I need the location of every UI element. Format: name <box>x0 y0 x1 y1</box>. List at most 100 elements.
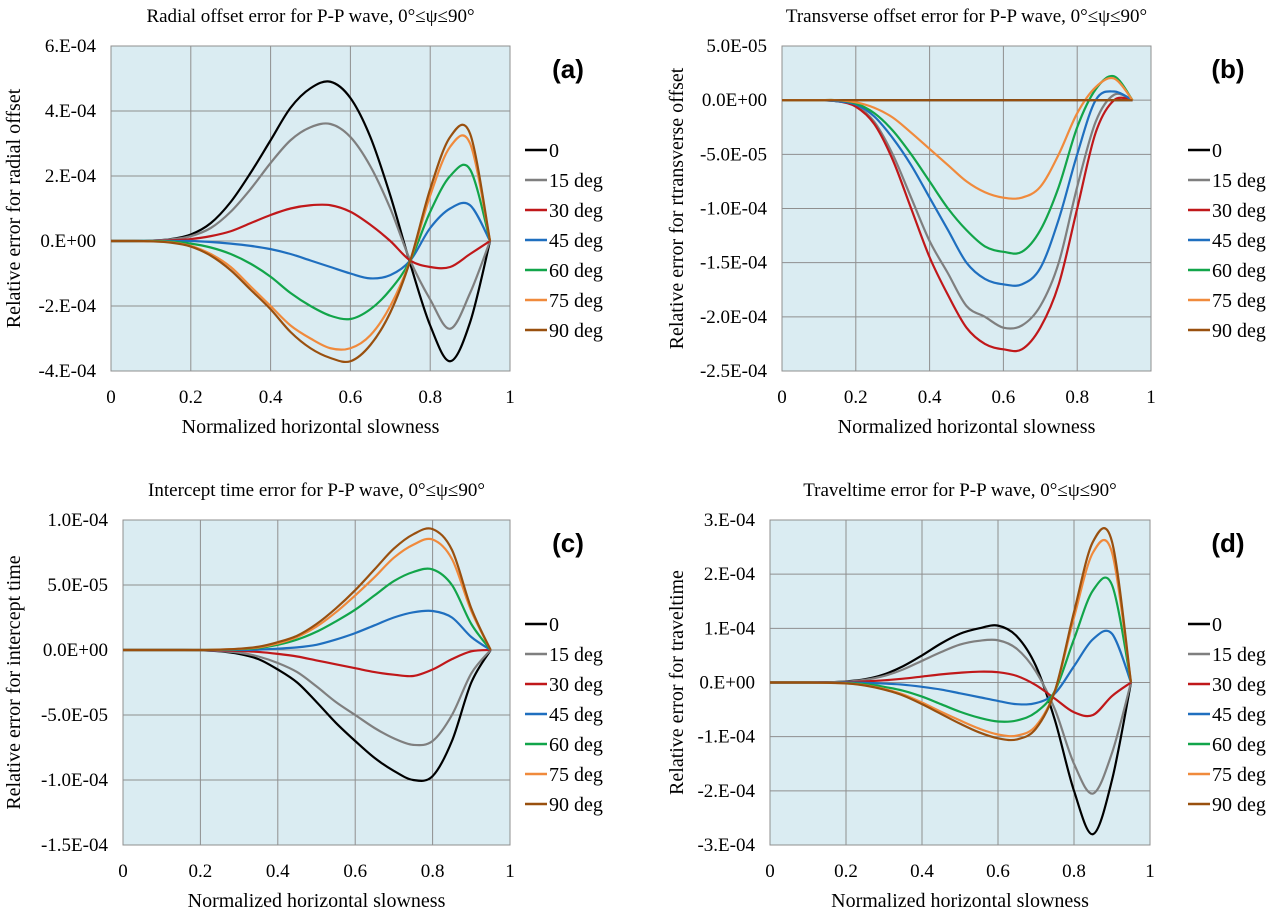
x-tick-label: 0.6 <box>339 387 363 408</box>
x-tick-label: 0.8 <box>421 861 445 882</box>
x-axis-label: Normalized horizontal slowness <box>838 416 1096 438</box>
legend-label: 0 <box>549 140 559 162</box>
plot-area <box>111 46 510 371</box>
y-tick-label: -1.0E-04 <box>41 770 109 791</box>
y-tick-label: 1.E-04 <box>704 618 756 639</box>
chart-panel-2: 0 0.2 0.4 0.6 0.8 1 -1.5E-04 -1.0E-04 -5.0E-05 0.… <box>3 480 603 912</box>
chart-panel-1: 0 0.2 0.4 0.6 0.8 1 -2.5E-04 -2.0E-04 -1.5E-04 -1… <box>666 6 1266 438</box>
y-tick-label: -1.0E-04 <box>700 199 768 220</box>
chart-title: Intercept time error for P-P wave, 0°≤ψ≤… <box>148 480 485 501</box>
chart-panel-0: 0 0.2 0.4 0.6 0.8 1 -4.E-04 -2.E-04 0.E+00 2.E-04… <box>3 6 603 438</box>
y-tick-label: 0.0E+00 <box>702 90 767 111</box>
plot-frame <box>781 45 1152 372</box>
y-tick-label: 5.0E-05 <box>706 36 767 57</box>
x-tick-label: 0.8 <box>418 387 442 408</box>
legend-label: 90 deg <box>549 320 603 342</box>
y-axis-label: Relative error for rtransverse offset <box>666 67 688 349</box>
y-tick-label: 2.E-04 <box>45 166 97 187</box>
legend-label: 30 deg <box>1212 674 1266 696</box>
y-tick-label: -1.5E-04 <box>700 253 768 274</box>
legend-label: 60 deg <box>1212 260 1266 282</box>
legend-label: 45 deg <box>1212 230 1266 252</box>
legend-label: 60 deg <box>549 734 603 756</box>
y-axis-label: Relative error for traveltime <box>666 570 688 795</box>
y-tick-label: 5.0E-05 <box>47 575 108 596</box>
legend-label: 15 deg <box>1212 170 1266 192</box>
y-tick-label: -3.E-04 <box>697 835 755 856</box>
y-tick-label: -4.E-04 <box>38 361 96 382</box>
x-tick-label: 1 <box>505 387 515 408</box>
y-tick-label: -2.5E-04 <box>700 361 768 382</box>
x-tick-label: 0.4 <box>910 861 934 882</box>
legend-label: 0 <box>1212 614 1222 636</box>
legend-label: 75 deg <box>1212 764 1266 786</box>
legend-label: 75 deg <box>549 290 603 312</box>
x-tick-label: 0.2 <box>834 861 858 882</box>
series-line-6 <box>122 527 492 652</box>
y-axis-label: Relative error for intercept time <box>3 555 25 809</box>
y-tick-label: 3.E-04 <box>704 510 756 531</box>
y-tick-label: 0.0E+00 <box>43 640 108 661</box>
plot-frame <box>122 519 511 846</box>
y-tick-label: 4.E-04 <box>45 101 97 122</box>
series-line-6 <box>110 123 492 364</box>
series-line-6 <box>770 527 1133 742</box>
panel-label: (d) <box>1211 528 1244 558</box>
legend-label: 45 deg <box>549 704 603 726</box>
y-tick-label: -2.0E-04 <box>700 307 768 328</box>
legend-label: 75 deg <box>549 764 603 786</box>
x-axis-label: Normalized horizontal slowness <box>831 890 1089 912</box>
legend-label: 0 <box>549 614 559 636</box>
x-tick-label: 0.6 <box>992 387 1016 408</box>
legend-label: 90 deg <box>549 794 603 816</box>
chart-title: Traveltime error for P-P wave, 0°≤ψ≤90° <box>803 480 1117 501</box>
x-tick-label: 0.2 <box>844 387 868 408</box>
panel-label: (b) <box>1211 54 1244 84</box>
x-tick-label: 0.6 <box>986 861 1010 882</box>
y-tick-label: -1.E-04 <box>697 727 755 748</box>
x-tick-label: 0.2 <box>179 387 203 408</box>
x-axis-label: Normalized horizontal slowness <box>188 890 446 912</box>
x-tick-label: 0.8 <box>1062 861 1086 882</box>
legend-label: 30 deg <box>549 674 603 696</box>
chart-title: Radial offset error for P-P wave, 0°≤ψ≤9… <box>146 6 474 27</box>
y-tick-label: 1.0E-04 <box>47 510 108 531</box>
legend-label: 30 deg <box>549 200 603 222</box>
plot-area <box>123 520 510 845</box>
y-tick-label: 0.E+00 <box>40 231 96 252</box>
legend-label: 15 deg <box>549 170 603 192</box>
legend-label: 60 deg <box>1212 734 1266 756</box>
chart-panel-3: 0 0.2 0.4 0.6 0.8 1 -3.E-04 -2.E-04 -1.E-04 0.E+0… <box>666 480 1266 912</box>
y-tick-label: -1.5E-04 <box>41 835 109 856</box>
x-tick-label: 0.4 <box>266 861 290 882</box>
y-tick-label: 0.E+00 <box>699 673 755 694</box>
x-tick-label: 0.4 <box>259 387 283 408</box>
x-tick-label: 1 <box>1145 861 1155 882</box>
y-tick-label: -5.0E-05 <box>700 144 767 165</box>
x-axis-label: Normalized horizontal slowness <box>182 416 440 438</box>
y-tick-label: -5.0E-05 <box>41 705 108 726</box>
x-tick-label: 0.4 <box>918 387 942 408</box>
legend-label: 0 <box>1212 140 1222 162</box>
legend-label: 60 deg <box>549 260 603 282</box>
x-tick-label: 0.2 <box>189 861 213 882</box>
x-tick-label: 0.6 <box>343 861 367 882</box>
x-tick-label: 0 <box>765 861 775 882</box>
chart-title: Transverse offset error for P-P wave, 0°… <box>786 6 1147 27</box>
x-tick-label: 1 <box>1146 387 1156 408</box>
x-tick-label: 0.8 <box>1065 387 1089 408</box>
y-tick-label: -2.E-04 <box>697 781 755 802</box>
x-tick-label: 1 <box>505 861 515 882</box>
x-tick-label: 0 <box>118 861 128 882</box>
plot-frame <box>110 45 511 372</box>
legend-label: 45 deg <box>549 230 603 252</box>
y-tick-label: -2.E-04 <box>38 296 96 317</box>
x-tick-label: 0 <box>777 387 787 408</box>
legend-label: 90 deg <box>1212 320 1266 342</box>
panel-label: (a) <box>552 54 584 84</box>
legend-label: 15 deg <box>1212 644 1266 666</box>
legend-label: 15 deg <box>549 644 603 666</box>
y-tick-label: 6.E-04 <box>45 36 97 57</box>
legend-label: 90 deg <box>1212 794 1266 816</box>
